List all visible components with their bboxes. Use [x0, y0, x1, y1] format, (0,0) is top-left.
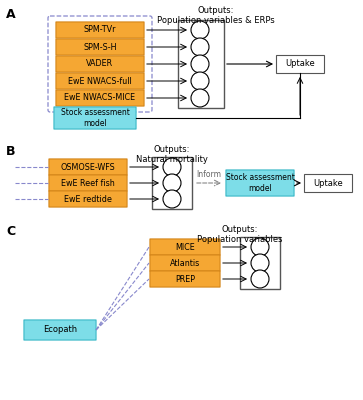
Text: VADER: VADER	[86, 60, 114, 68]
Text: EwE redtide: EwE redtide	[64, 194, 112, 204]
Circle shape	[251, 270, 269, 288]
FancyBboxPatch shape	[49, 191, 127, 207]
Text: Inform: Inform	[196, 170, 221, 179]
Text: EwE Reef fish: EwE Reef fish	[61, 178, 115, 188]
Bar	[276, 55, 324, 73]
Text: OSMOSE-WFS: OSMOSE-WFS	[61, 162, 115, 172]
FancyBboxPatch shape	[56, 39, 144, 55]
Circle shape	[191, 55, 209, 73]
Text: SPM-TVr: SPM-TVr	[84, 26, 116, 34]
FancyBboxPatch shape	[49, 175, 127, 191]
Bar	[178, 20, 224, 108]
Circle shape	[163, 174, 181, 192]
Bar	[152, 157, 192, 209]
Text: EwE NWACS-MICE: EwE NWACS-MICE	[65, 94, 135, 102]
Bar	[304, 174, 352, 192]
Text: MICE: MICE	[175, 242, 195, 252]
FancyBboxPatch shape	[49, 159, 127, 175]
Text: Stock assessment
model: Stock assessment model	[225, 173, 294, 193]
Text: C: C	[6, 225, 15, 238]
FancyBboxPatch shape	[150, 271, 220, 287]
Circle shape	[163, 158, 181, 176]
Text: A: A	[6, 8, 16, 21]
FancyBboxPatch shape	[56, 73, 144, 89]
Text: Stock assessment
model: Stock assessment model	[61, 108, 130, 128]
Text: Atlantis: Atlantis	[170, 258, 200, 268]
FancyBboxPatch shape	[150, 239, 220, 255]
Circle shape	[191, 38, 209, 56]
FancyBboxPatch shape	[56, 22, 144, 38]
Circle shape	[191, 72, 209, 90]
Text: SPM-S-H: SPM-S-H	[83, 42, 117, 52]
Circle shape	[191, 21, 209, 39]
Text: Outputs:
Natural mortality: Outputs: Natural mortality	[136, 145, 208, 164]
Circle shape	[251, 254, 269, 272]
FancyBboxPatch shape	[24, 320, 96, 340]
FancyBboxPatch shape	[54, 107, 136, 129]
Circle shape	[163, 190, 181, 208]
Text: Outputs:
Population variables: Outputs: Population variables	[197, 225, 283, 244]
Text: Uptake: Uptake	[313, 178, 343, 188]
Text: Uptake: Uptake	[285, 60, 315, 68]
Text: Outputs:
Population variables & ERPs: Outputs: Population variables & ERPs	[157, 6, 275, 25]
FancyBboxPatch shape	[226, 170, 294, 196]
Circle shape	[251, 238, 269, 256]
Bar	[240, 237, 280, 289]
FancyBboxPatch shape	[56, 56, 144, 72]
Text: EwE NWACS-full: EwE NWACS-full	[68, 76, 132, 86]
FancyBboxPatch shape	[150, 255, 220, 271]
FancyBboxPatch shape	[56, 90, 144, 106]
Text: Ecopath: Ecopath	[43, 326, 77, 334]
Text: B: B	[6, 145, 16, 158]
Text: PREP: PREP	[175, 274, 195, 284]
Circle shape	[191, 89, 209, 107]
